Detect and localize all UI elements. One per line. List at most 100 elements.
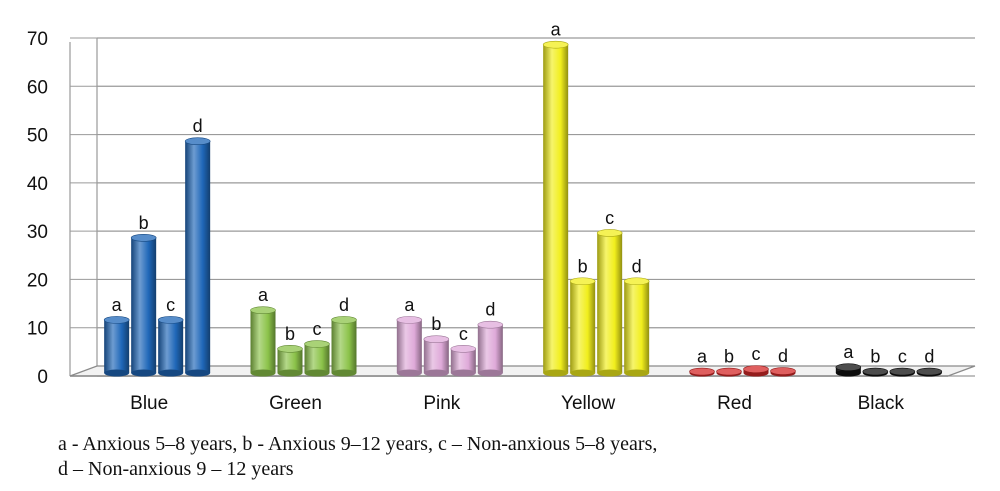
bar-letter-label: b [139, 213, 149, 233]
bar-top [623, 277, 650, 286]
y-tick-label: 50 [27, 126, 48, 147]
bar-letter-label: d [193, 116, 203, 136]
bar-top [250, 306, 276, 315]
bar-letter-label: b [870, 347, 880, 367]
bar-letter-label: b [431, 314, 441, 334]
bar-top [103, 316, 130, 324]
y-tick-label: 40 [27, 174, 48, 195]
bars [103, 40, 943, 377]
bar-pink-c [450, 348, 476, 373]
bar-letter-label: c [166, 295, 175, 315]
bar-letter-label: c [605, 208, 614, 228]
bar-yellow-c [597, 232, 623, 373]
bar-pink-b [423, 339, 449, 373]
bar-top [450, 345, 477, 353]
x-category-label: Pink [423, 393, 460, 414]
bar-letter-label: d [485, 300, 495, 320]
bar-base [396, 369, 422, 377]
bar-letter-label: a [843, 342, 854, 362]
bar-top [277, 345, 303, 353]
y-tick-label: 20 [27, 270, 48, 291]
bar-base [331, 369, 357, 377]
bar-top [542, 40, 569, 49]
bar-top [157, 316, 184, 324]
bar-blue-d [185, 141, 211, 373]
bar-base [835, 369, 861, 377]
bar-top [477, 320, 504, 329]
x-category-label: Red [717, 393, 752, 414]
bar-letter-label: b [578, 256, 588, 276]
bar-green-a [250, 310, 276, 373]
bar-green-d [331, 319, 357, 373]
bar-letter-label: a [258, 285, 269, 305]
bar-top [862, 367, 889, 376]
y-tick-label: 70 [27, 29, 48, 50]
bar-letter-label: a [697, 347, 708, 367]
bar-blue-a [104, 319, 130, 373]
bar-base [250, 369, 276, 377]
bar-base [277, 369, 303, 377]
bar-top [396, 316, 423, 324]
bar-base [185, 369, 211, 377]
y-tick-label: 0 [37, 367, 48, 388]
bar-letter-label: a [551, 20, 562, 40]
bar-base [104, 369, 130, 377]
bar-base [450, 369, 476, 377]
bar-letter-label: c [313, 319, 322, 339]
bar-top [835, 363, 862, 372]
bar-top [889, 367, 916, 376]
bar-top [689, 367, 715, 376]
bar-letter-label: c [898, 347, 907, 367]
bar-blue-b [131, 237, 157, 373]
bar-base [131, 369, 157, 377]
bar-letter-label: c [459, 324, 468, 344]
y-tick-label: 60 [27, 77, 48, 98]
bar-base [423, 369, 449, 377]
bar-base [570, 369, 596, 377]
bar-letter-label: d [632, 256, 642, 276]
bar-top [569, 277, 596, 286]
bar-base [624, 369, 650, 377]
bar-top [184, 137, 211, 146]
legend: a - Anxious 5–8 years, b - Anxious 9–12 … [58, 432, 978, 482]
bar-letter-label: a [112, 295, 123, 315]
bar-yellow-d [624, 281, 650, 373]
bar-yellow-a [543, 44, 569, 374]
bar-top [423, 335, 450, 344]
bar-letter-label: c [752, 344, 761, 364]
bar-top [716, 367, 742, 376]
bar-yellow-b [570, 281, 596, 373]
bar-top [596, 229, 623, 237]
x-category-label: Blue [130, 393, 168, 414]
bar-blue-c [158, 319, 184, 373]
x-category-label: Green [269, 393, 322, 414]
bar-letter-label: a [404, 295, 415, 315]
grid-lines [70, 37, 975, 377]
bar-letter-label: d [924, 347, 934, 367]
bar-top [304, 340, 330, 348]
bar-top [130, 234, 157, 242]
y-tick-label: 30 [27, 222, 48, 243]
x-category-label: Black [858, 393, 905, 414]
bar-top [916, 367, 943, 376]
bar-letter-label: d [339, 295, 349, 315]
bar-green-b [277, 348, 303, 373]
bar-letter-label: d [778, 346, 788, 366]
y-tick-label: 10 [27, 319, 48, 340]
bar-base [304, 369, 330, 377]
legend-line-2: d – Non-anxious 9 – 12 years [58, 458, 294, 480]
bar-base [158, 369, 184, 377]
bar-base [597, 369, 623, 377]
bar-base [477, 369, 503, 377]
bar-base [543, 369, 569, 377]
bar-letter-label: b [285, 324, 295, 344]
bar-letter-label: b [724, 347, 734, 367]
bar-top [743, 365, 769, 373]
bar-pink-a [396, 319, 422, 373]
bar-top [770, 367, 796, 375]
bar-top [331, 316, 357, 324]
bar-green-c [304, 344, 330, 373]
bar-pink-d [477, 324, 503, 373]
x-category-label: Yellow [561, 393, 616, 414]
